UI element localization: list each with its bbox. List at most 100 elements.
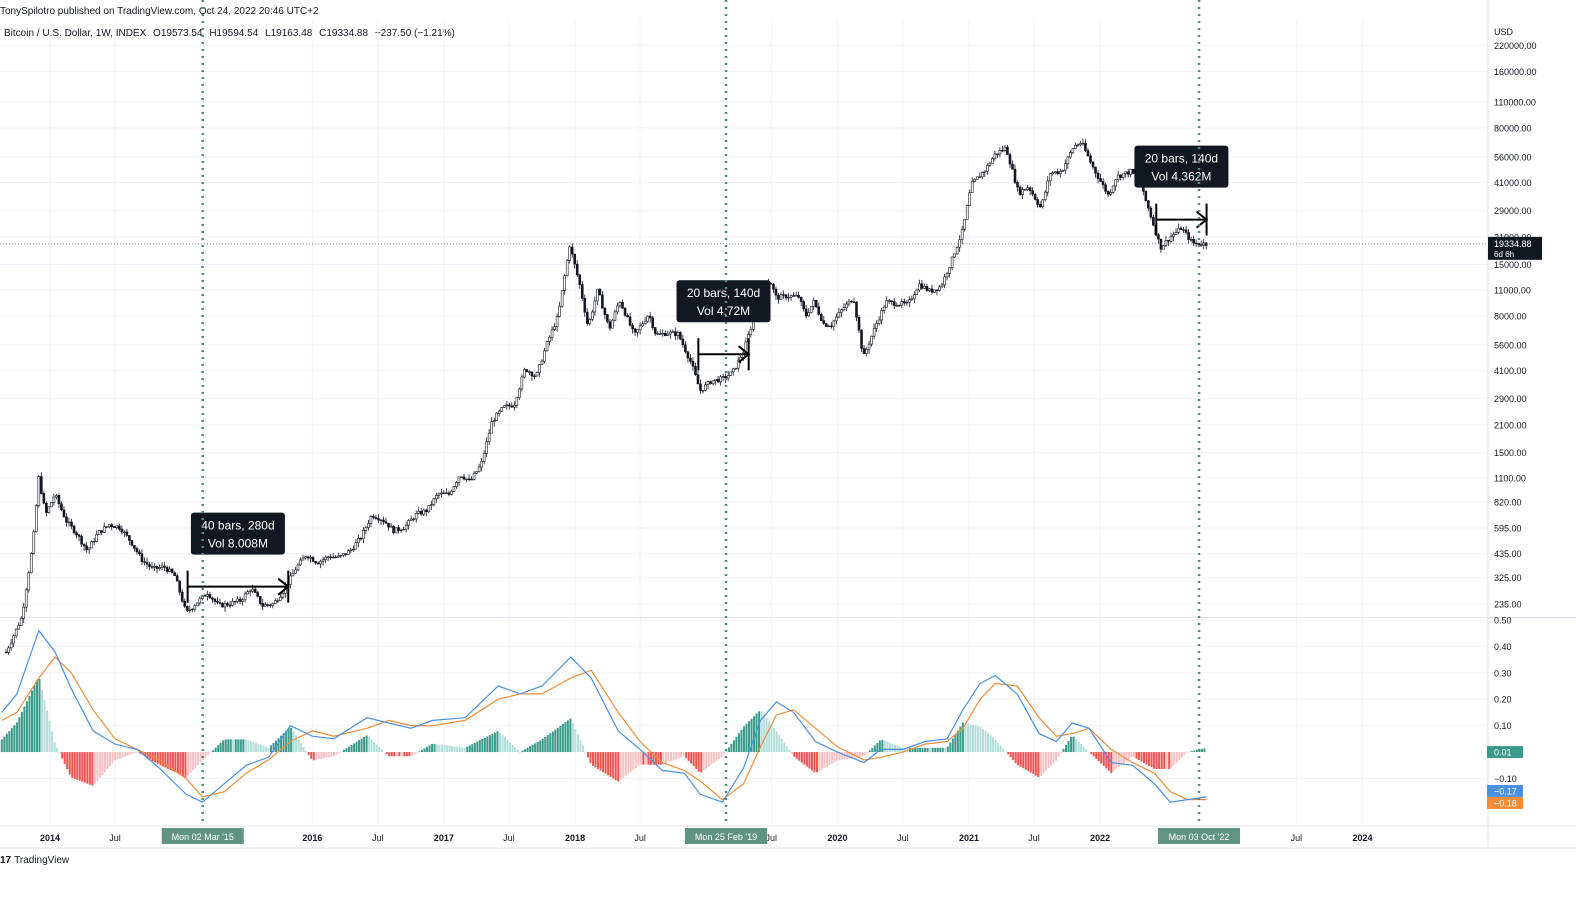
candle-body — [364, 527, 368, 531]
histogram-bar — [737, 733, 740, 753]
candle-body — [435, 495, 438, 500]
histogram-bar — [753, 716, 756, 753]
candle — [1064, 159, 1067, 174]
histogram-bar — [614, 752, 617, 781]
candle-body — [797, 295, 800, 298]
histogram-bar — [483, 737, 486, 753]
candle — [573, 253, 577, 269]
candle — [948, 267, 951, 278]
histogram-bar — [1203, 748, 1206, 753]
candle-body — [510, 405, 514, 408]
candle-body — [666, 333, 670, 336]
candle-body — [178, 580, 182, 593]
candle-body — [913, 294, 916, 300]
histogram-bar — [194, 752, 197, 768]
histogram-bar — [1170, 752, 1173, 768]
histogram-bar — [108, 752, 111, 767]
candle — [27, 570, 31, 593]
histogram-bar — [1130, 752, 1133, 758]
candle — [80, 534, 83, 547]
candle — [331, 552, 335, 559]
candle — [502, 405, 506, 408]
candle — [950, 256, 954, 271]
candle-body — [1041, 199, 1044, 208]
candle — [1086, 148, 1090, 157]
candle — [65, 513, 68, 527]
candle-body — [218, 602, 222, 604]
candle — [960, 225, 964, 245]
histogram-bar — [984, 731, 987, 753]
candle — [900, 298, 904, 309]
candle — [346, 549, 350, 555]
candle — [173, 571, 176, 576]
histogram-bar — [443, 745, 446, 753]
price-tick-label: 2900.00 — [1494, 394, 1527, 404]
candle-body — [228, 604, 232, 607]
candle-body — [915, 289, 919, 295]
candle-body — [198, 598, 202, 604]
candle — [47, 506, 51, 514]
candle — [809, 306, 813, 314]
candle — [538, 364, 541, 377]
candle — [168, 565, 171, 573]
histogram-bar — [420, 749, 423, 753]
histogram-bar — [1087, 751, 1090, 753]
histogram-bar — [322, 752, 325, 759]
candle — [528, 370, 531, 376]
histogram-bar — [740, 729, 743, 753]
histogram-bar — [471, 744, 474, 753]
candle — [714, 378, 717, 386]
time-tick-label: Jul — [766, 833, 778, 843]
candle — [352, 545, 355, 553]
histogram-bar — [1049, 752, 1052, 766]
candle — [190, 608, 194, 613]
candle — [213, 598, 217, 605]
candle — [616, 302, 619, 315]
histogram-bar — [1004, 751, 1007, 753]
candle-body — [1066, 156, 1070, 165]
histogram-bar — [1163, 752, 1166, 769]
candle — [1164, 235, 1168, 248]
histogram-bar — [5, 733, 8, 753]
histogram-bar — [675, 752, 678, 760]
candle — [1018, 185, 1022, 197]
candle — [530, 371, 534, 381]
candle-body — [867, 343, 871, 350]
candle — [1046, 176, 1050, 197]
candle — [208, 591, 212, 600]
candle-body — [840, 309, 843, 313]
candle-body — [704, 384, 707, 391]
candle-body — [865, 348, 868, 354]
histogram-bar — [1115, 752, 1118, 770]
histogram-bar — [549, 733, 552, 753]
candle-body — [135, 548, 139, 553]
candle-body — [495, 412, 499, 421]
histogram-bar — [720, 752, 723, 758]
symbol-name[interactable]: Bitcoin / U.S. Dollar, 1W, INDEX — [4, 28, 147, 39]
candle-body — [12, 635, 15, 644]
candle-body — [1003, 146, 1007, 151]
candle — [706, 380, 710, 390]
histogram-bar — [244, 739, 247, 753]
candle — [1031, 187, 1034, 197]
candle — [646, 315, 649, 323]
measure-tool: 20 bars, 140d Vol 4.362M — [1134, 145, 1229, 236]
candle-body — [643, 320, 647, 325]
candle-body — [1124, 171, 1128, 175]
candle — [661, 329, 665, 337]
candle-body — [346, 550, 350, 555]
candle-body — [248, 590, 252, 593]
candle-body — [1129, 169, 1133, 175]
candle-body — [940, 284, 944, 288]
candle — [721, 373, 725, 382]
candle-body — [266, 604, 270, 606]
tradingview-brand[interactable]: 17 TradingView — [0, 855, 69, 866]
candle-body — [1101, 181, 1105, 186]
time-tick-label: Jul — [634, 833, 646, 843]
candle — [641, 321, 644, 327]
candle — [774, 286, 778, 301]
histogram-bar — [433, 743, 436, 753]
candle — [626, 313, 629, 318]
histogram-bar — [531, 744, 534, 753]
